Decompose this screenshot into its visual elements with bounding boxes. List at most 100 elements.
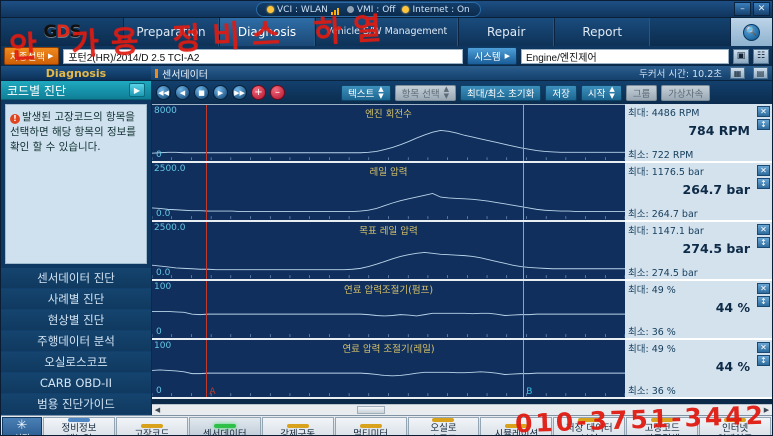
- sidebar-category-code-diagnosis[interactable]: 코드별 진단 ▶: [1, 81, 151, 101]
- min-value: 최소: 36 %: [628, 327, 676, 338]
- close-icon[interactable]: ✕: [757, 165, 770, 176]
- sidebar-item-driving-data-analysis[interactable]: 주행데이터 분석: [1, 331, 151, 352]
- cursor-a-line[interactable]: [206, 105, 208, 161]
- status-led-icon: [578, 418, 601, 423]
- plot-5[interactable]: 연료 압력 조절기(레일) 100 0 A B: [152, 340, 625, 399]
- sidebar-category-label: 코드별 진단: [7, 83, 67, 98]
- current-value: 274.5 bar: [682, 241, 750, 256]
- cursor-a-line[interactable]: [206, 163, 208, 220]
- current-value: 44 %: [715, 300, 750, 315]
- close-button[interactable]: ✕: [753, 2, 770, 16]
- signal-bars-icon: [330, 5, 340, 15]
- close-icon[interactable]: ✕: [757, 224, 770, 235]
- vehicle-value-field[interactable]: 포턴2(HR)/2014/D 2.5 TCI-A2: [63, 48, 464, 64]
- cursor-b-line[interactable]: [523, 340, 525, 397]
- taskbar-tab-7[interactable]: 시뮬레이션: [480, 417, 553, 435]
- nav-search-button[interactable]: 🔍: [730, 18, 772, 46]
- scrollbar-thumb[interactable]: [357, 406, 385, 414]
- plot-title: 연료 압력 조절기(레일): [342, 344, 435, 355]
- resize-icon[interactable]: ↕: [757, 119, 770, 130]
- zoom-in-button[interactable]: +: [251, 85, 266, 100]
- start-button[interactable]: 시작 ▲ ▼: [580, 84, 622, 101]
- system-select-label: 시스템: [474, 52, 501, 63]
- sidebar-item-case-diagnosis[interactable]: 사례별 진단: [1, 289, 151, 310]
- cursor-b-line[interactable]: [523, 105, 525, 161]
- y-axis-max-label: 8000: [154, 106, 177, 116]
- settings-button[interactable]: ✳ 설정: [2, 417, 42, 435]
- grid-icon[interactable]: ▦: [730, 67, 745, 79]
- play-button[interactable]: ▶: [213, 85, 228, 100]
- taskbar-tab-3[interactable]: 센서데이터: [188, 417, 261, 435]
- vmi-status: VMI : Off: [346, 4, 396, 15]
- step-back-button[interactable]: ◀: [175, 85, 190, 100]
- taskbar-tab-1[interactable]: 정비정보메뉴얼: [43, 417, 115, 435]
- resize-icon[interactable]: ↕: [757, 296, 770, 307]
- plot-4[interactable]: 연료 압력조절기(펌프) 100 0: [152, 281, 625, 340]
- taskbar-tab-5[interactable]: 멀티미터: [334, 417, 407, 436]
- sidebar-item-sensor-data-diagnosis[interactable]: 센서데이터 진단: [1, 268, 151, 289]
- chevron-right-icon[interactable]: ▶: [129, 83, 145, 98]
- sidebar-item-carb-obd2[interactable]: CARB OBD-II: [1, 373, 151, 394]
- window-icon[interactable]: ▤: [753, 67, 768, 79]
- taskbar-tab-4[interactable]: 강제구동: [261, 417, 334, 435]
- taskbar-tab-10[interactable]: 인터넷업데이트: [699, 417, 772, 435]
- cursor-a-line[interactable]: [206, 281, 208, 338]
- camera-icon[interactable]: ▣: [733, 48, 749, 64]
- plot-title: 레일 압력: [369, 167, 408, 178]
- resize-icon[interactable]: ↕: [757, 237, 770, 248]
- fast-forward-button[interactable]: ▶▶: [232, 85, 247, 100]
- scroll-right-icon[interactable]: ▶: [763, 406, 770, 414]
- cursor-b-line[interactable]: [523, 163, 525, 220]
- y-axis-max-label: 2500.0: [154, 164, 186, 174]
- close-icon[interactable]: ✕: [757, 106, 770, 117]
- nav-tab-report[interactable]: Report: [554, 18, 651, 46]
- nav-tab-preparation[interactable]: Preparation: [123, 18, 219, 46]
- plot-2[interactable]: 레일 압력 2500.0 0.0: [152, 163, 625, 222]
- sidebar-item-general-diagnosis-guide[interactable]: 범용 진단가이드: [1, 394, 151, 415]
- system-select-button[interactable]: 시스템 ▶: [467, 47, 517, 65]
- zoom-out-button[interactable]: –: [270, 85, 285, 100]
- save-button[interactable]: 저장: [545, 84, 577, 101]
- value-box-3: 최대: 1147.1 bar 274.5 bar 최소: 274.5 bar ✕ ↕: [625, 222, 772, 281]
- chevron-right-icon: ▶: [47, 52, 54, 60]
- stop-button[interactable]: ■: [194, 85, 209, 100]
- vci-status-dot: [267, 5, 274, 13]
- cursor-a-line[interactable]: [206, 340, 208, 397]
- cursor-b-line[interactable]: [523, 281, 525, 338]
- layout-icon[interactable]: ☷: [753, 48, 769, 64]
- cursor-b-line[interactable]: [523, 222, 525, 279]
- rewind-button[interactable]: ◀◀: [156, 85, 171, 100]
- sidebar-item-oscilloscope[interactable]: 오실로스코프: [1, 352, 151, 373]
- group-button[interactable]: 그룹: [625, 84, 658, 101]
- sidebar-menu-list: 센서데이터 진단 사례별 진단 현상별 진단 주행데이터 분석 오실로스코프 C…: [1, 268, 151, 415]
- vmi-status-label: VMI : Off: [356, 4, 396, 15]
- taskbar-tab-2[interactable]: 고장코드: [115, 417, 188, 435]
- value-box-2: 최대: 1176.5 bar 264.7 bar 최소: 264.7 bar ✕ ↕: [625, 163, 772, 222]
- nav-tab-vehicle-sw-management[interactable]: Vehicle S/W Management: [315, 18, 459, 46]
- nav-tab-diagnosis[interactable]: Diagnosis: [219, 18, 315, 46]
- horizontal-scrollbar[interactable]: ◀ ▶: [152, 404, 772, 415]
- virtual-speed-button[interactable]: 가상자속: [661, 84, 711, 101]
- taskbar-tab-8[interactable]: 저장 데이터뷰어: [553, 417, 626, 435]
- resize-icon[interactable]: ↕: [757, 355, 770, 366]
- text-mode-button[interactable]: 텍스트 ▲ ▼: [341, 84, 391, 101]
- system-value-field[interactable]: Engine/엔진제어: [520, 48, 729, 64]
- item-select-button[interactable]: 항목 선택 ▲ ▼: [394, 84, 456, 101]
- close-icon[interactable]: ✕: [757, 283, 770, 294]
- taskbar-tab-label: 멀티미터: [353, 428, 389, 436]
- minimize-button[interactable]: –: [734, 2, 751, 16]
- trace-svg: [152, 105, 625, 161]
- plot-1[interactable]: 엔진 회전수 8000 0: [152, 104, 625, 163]
- sidebar-item-symptom-diagnosis[interactable]: 현상별 진단: [1, 310, 151, 331]
- taskbar-tab-9[interactable]: 고장코드자동검색: [626, 417, 699, 435]
- nav-tab-repair[interactable]: Repair: [458, 18, 555, 46]
- plot-3[interactable]: 목표 레일 압력 2500.0 0.0: [152, 222, 625, 281]
- cursor-a-line[interactable]: [206, 222, 208, 279]
- vehicle-select-button[interactable]: 차종선택 ▶: [4, 47, 60, 65]
- taskbar-tab-6[interactable]: 오실로스코프: [407, 417, 480, 435]
- resize-icon[interactable]: ↕: [757, 178, 770, 189]
- scroll-left-icon[interactable]: ◀: [154, 406, 161, 414]
- reset-minmax-button[interactable]: 최대/최소 초기화: [460, 84, 542, 101]
- close-icon[interactable]: ✕: [757, 342, 770, 353]
- window-controls: – ✕: [734, 2, 770, 16]
